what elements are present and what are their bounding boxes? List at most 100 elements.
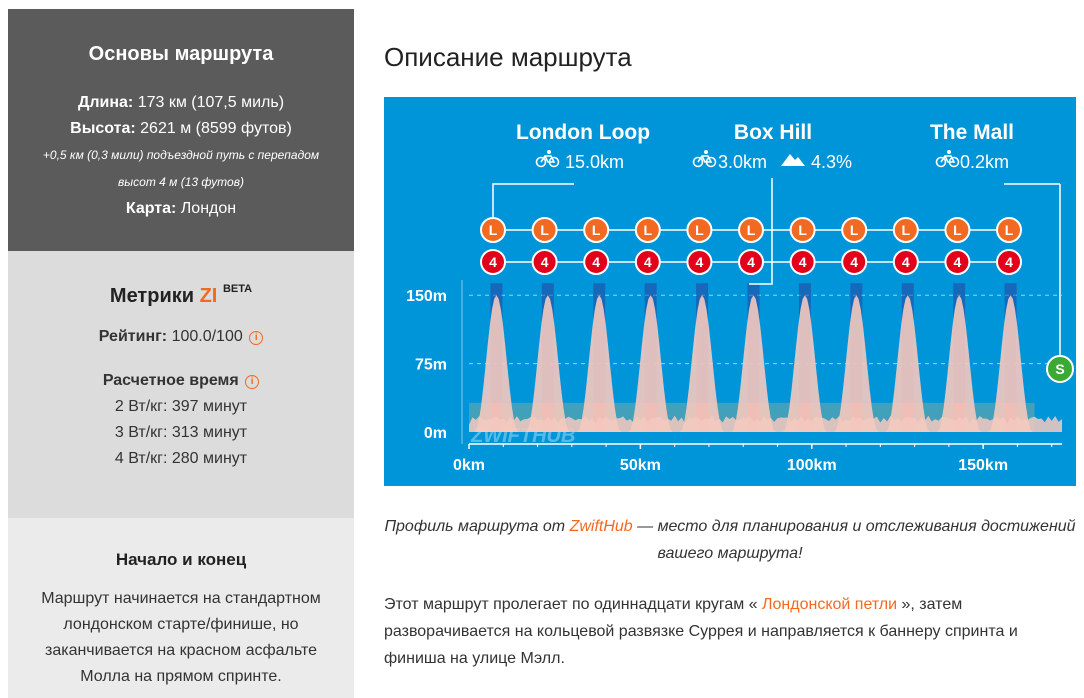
time-2wkg: 2 Вт/кг: 397 минут [114,398,248,415]
x-tick-label: 150km [958,457,1008,474]
london-loop-link[interactable]: Лондонской петли [762,596,898,613]
sprint-badge [892,249,919,275]
elevation-row: Высота: 2621 м (8599 футов) [70,120,292,137]
sprint-badge-label: 4 [696,254,704,270]
zwifthub-link[interactable]: ZwiftHub [569,518,633,535]
lap-badge-label: L [540,222,549,238]
sprint-badge-label: 4 [954,254,962,270]
box-hill-mountain-icon [781,154,805,166]
sprint-badge-label: 4 [902,254,910,270]
start-end-box: Начало и конец Маршрут начинается на ста… [8,518,354,698]
bike-frame [697,155,713,163]
lap-badge-label: L [953,222,962,238]
time-3wkg: 3 Вт/кг: 313 минут [114,424,248,441]
sprint-badge-label: 4 [799,254,807,270]
sprint-badge [531,249,558,275]
page-title: Описание маршрута [384,42,632,72]
lap-badge-label: L [644,222,653,238]
sidebar: Основы маршрута Длина: 173 км (107,5 мил… [8,9,354,698]
x-tick-label: 50km [620,457,661,474]
sprint-badge-label: 4 [592,254,600,270]
lap-badge [996,217,1022,243]
the-mall-title: The Mall [930,121,1014,144]
lap-badge-label: L [747,222,756,238]
sprint-badge [583,249,610,275]
bike-wheel [692,156,704,168]
est-time-info-icon[interactable]: i [245,375,260,389]
the-mall-distance: 0.2km [960,152,1009,172]
est-time-heading: Расчетное время i [8,368,354,394]
london-loop-distance: 15.0km [565,152,624,172]
the-mall-bike-icon [935,150,960,168]
box-hill-grade: 4.3% [811,152,852,172]
lap-badge [789,217,816,243]
route-description: Этот маршрут пролегает по одиннадцати кр… [384,596,1018,667]
box-hill-bike-icon [692,150,717,168]
y-tick-label: 0m [424,425,447,442]
sprint-badge [686,249,713,275]
sprint-badge-label: 4 [489,254,497,270]
rating-row: Рейтинг: 100.0/100 i [8,324,354,350]
lap-badge-label: L [489,222,498,238]
leadin-line1: +0,5 км (0,3 мили) подъездной путь с пер… [42,148,320,162]
sprint-badge [996,249,1022,275]
mountain-shape [781,154,805,166]
lap-badge [686,217,713,243]
route-basics-box: Основы маршрута Длина: 173 км (107,5 мил… [8,9,354,251]
finish-badge [1046,355,1074,383]
climb-profile [628,295,673,432]
y-tick-label: 75m [415,357,447,374]
zi-metrics-box: Метрики ZI BETA Рейтинг: 100.0/100 i Рас… [8,251,354,518]
london-loop-title: London Loop [516,121,650,144]
bike-frame [540,155,556,163]
bike-wheel [535,156,547,168]
lap-badge [892,217,919,243]
climb-profile [525,295,571,432]
bike-wheel [935,156,947,168]
sprint-badge [841,249,868,275]
box-hill-connector [749,178,773,285]
start-end-text: Маршрут начинается на стандартном лондон… [41,590,321,685]
x-tick-label: 0km [453,457,485,474]
bike-frame [940,155,956,163]
lap-badge [944,217,971,243]
leadin-line2: высот 4 м (13 футов) [118,175,244,189]
climb-profile [474,295,519,432]
climb-profile [782,295,828,432]
lap-badge [841,217,868,243]
map-row: Карта: Лондон [125,200,237,217]
london-loop-connector [492,183,574,218]
sprint-badge-label: 4 [850,254,858,270]
sprint-badge [944,249,971,275]
climb-profile [988,295,1033,432]
route-basics-title: Основы маршрута [88,43,274,65]
zi-metrics-title: Метрики ZI BETA [109,283,253,307]
sprint-badge [480,249,506,275]
rating-info-icon[interactable]: i [249,331,264,345]
lap-badge-label: L [695,222,704,238]
lap-badge-label: L [798,222,807,238]
length-row: Длина: 173 км (107,5 миль) [77,94,285,111]
time-4wkg: 4 Вт/кг: 280 минут [114,450,248,467]
sprint-badge-label: 4 [1005,254,1013,270]
bike-rider [704,150,708,154]
base-profile [469,415,1062,432]
lap-badge [531,217,558,243]
finish-badge-label: S [1055,361,1064,377]
lap-badge [583,217,610,243]
climb-profile [731,295,776,432]
sprint-badge-label: 4 [541,254,549,270]
london-loop-bike-icon [535,150,560,168]
lap-badge-label: L [850,222,859,238]
box-hill-title: Box Hill [734,121,812,144]
climb-profile [936,295,982,432]
box-hill-distance: 3.0km [718,152,767,172]
lap-badge-label: L [592,222,601,238]
climb-profile [834,295,879,432]
climb-profile [679,295,725,432]
sprint-badge [634,249,661,275]
climb-profile [885,295,931,432]
y-tick-label: 150m [406,288,447,305]
start-end-title: Начало и конец [115,550,247,569]
